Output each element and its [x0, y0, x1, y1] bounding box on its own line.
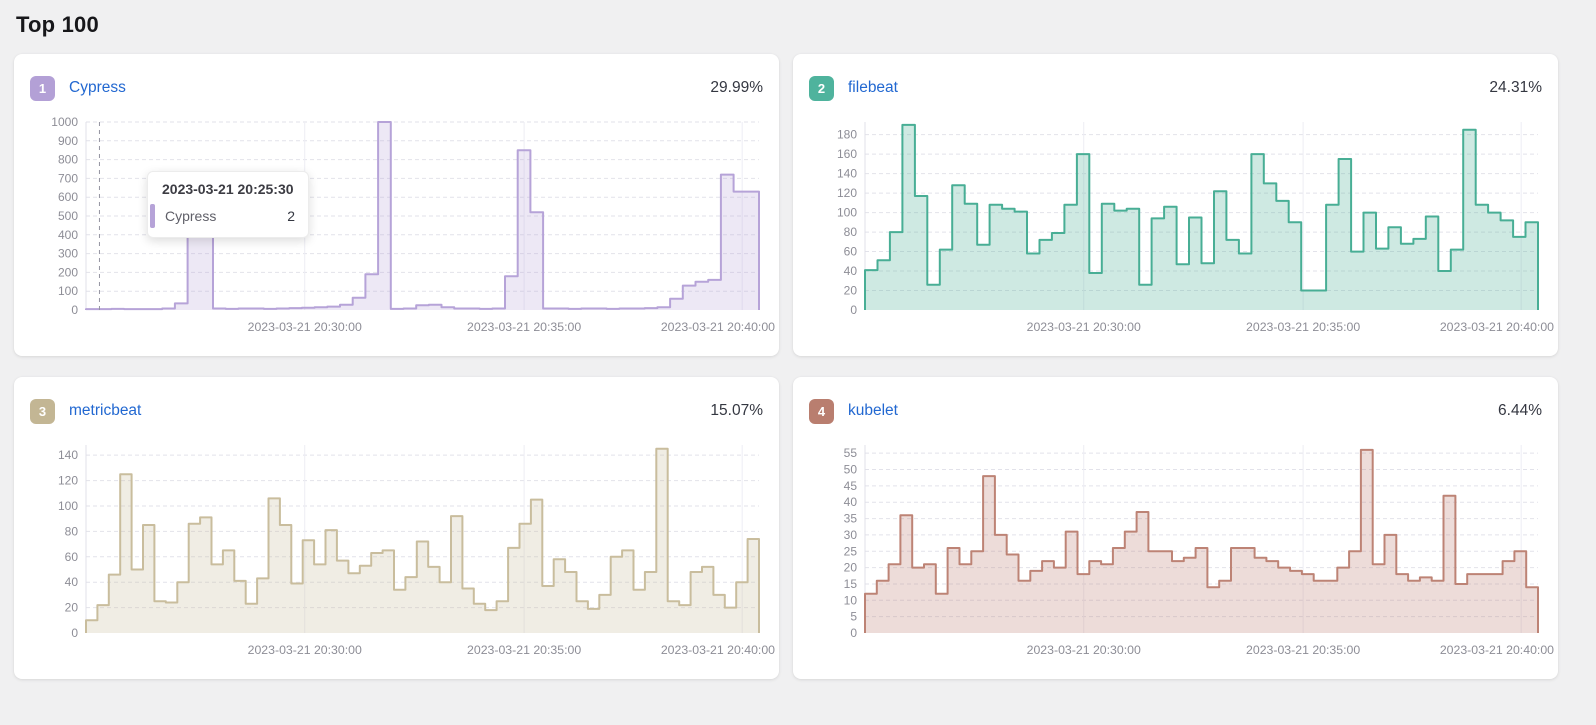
chart-area: 0 20 40 60 80 100 120 140 2023-03-21 20:30:00 202… [30, 443, 775, 657]
svg-text:2023-03-21 20:40:00: 2023-03-21 20:40:00 [661, 320, 775, 334]
svg-text:25: 25 [844, 544, 858, 558]
svg-text:500: 500 [58, 209, 78, 223]
svg-text:0: 0 [850, 626, 857, 640]
series-link-cypress[interactable]: Cypress [69, 79, 126, 96]
svg-text:800: 800 [58, 153, 78, 167]
svg-text:60: 60 [65, 550, 79, 564]
svg-text:2023-03-21 20:30:00: 2023-03-21 20:30:00 [1027, 643, 1141, 657]
svg-text:180: 180 [837, 128, 857, 142]
panel-header: 3 metricbeat 15.07% [30, 397, 763, 425]
svg-text:40: 40 [844, 495, 858, 509]
svg-text:30: 30 [844, 528, 858, 542]
svg-text:50: 50 [844, 463, 858, 477]
svg-text:55: 55 [844, 446, 858, 460]
svg-text:80: 80 [844, 225, 858, 239]
svg-text:20: 20 [65, 601, 79, 615]
svg-text:2023-03-21 20:35:00: 2023-03-21 20:35:00 [467, 643, 581, 657]
panel-cypress: 1 Cypress 29.99% 0 100 200 300 400 500 600 700 8… [14, 54, 779, 356]
svg-text:300: 300 [58, 247, 78, 261]
svg-text:0: 0 [71, 303, 78, 317]
tooltip-series-marker [150, 204, 155, 228]
svg-text:2023-03-21 20:40:00: 2023-03-21 20:40:00 [1440, 320, 1554, 334]
svg-text:20: 20 [844, 561, 858, 575]
percent-value: 24.31% [1489, 79, 1542, 96]
svg-text:2023-03-21 20:40:00: 2023-03-21 20:40:00 [1440, 643, 1554, 657]
chart-tooltip: 2023-03-21 20:25:30 Cypress 2 [147, 171, 309, 238]
tooltip-row: Cypress 2 [148, 200, 308, 237]
svg-text:400: 400 [58, 228, 78, 242]
svg-text:2023-03-21 20:30:00: 2023-03-21 20:30:00 [248, 643, 362, 657]
series-link-metricbeat[interactable]: metricbeat [69, 402, 142, 419]
svg-text:100: 100 [58, 284, 78, 298]
svg-text:15: 15 [844, 577, 858, 591]
svg-text:0: 0 [71, 626, 78, 640]
chart-area: 0 20 40 60 80 100 120 140 160 180 2023-03-21 20:30… [809, 120, 1554, 334]
svg-text:2023-03-21 20:35:00: 2023-03-21 20:35:00 [467, 320, 581, 334]
rank-badge: 1 [30, 75, 55, 101]
svg-text:600: 600 [58, 190, 78, 204]
svg-text:60: 60 [844, 245, 858, 259]
svg-text:140: 140 [58, 448, 78, 462]
svg-text:40: 40 [65, 575, 79, 589]
chart-area: 0 100 200 300 400 500 600 700 800 900 1000 2023-03-… [30, 115, 775, 334]
svg-text:900: 900 [58, 134, 78, 148]
tooltip-timestamp: 2023-03-21 20:25:30 [162, 181, 294, 197]
panel-kubelet: 4 kubelet 6.44% 0 5 10 15 20 25 30 35 40 45 50 55 20… [793, 377, 1558, 679]
percent-value: 6.44% [1498, 402, 1542, 419]
svg-text:40: 40 [844, 264, 858, 278]
svg-text:700: 700 [58, 171, 78, 185]
svg-text:5: 5 [850, 610, 857, 624]
svg-text:20: 20 [844, 284, 858, 298]
svg-text:45: 45 [844, 479, 858, 493]
series-link-kubelet[interactable]: kubelet [848, 402, 898, 419]
svg-text:2023-03-21 20:35:00: 2023-03-21 20:35:00 [1246, 320, 1360, 334]
svg-text:140: 140 [837, 167, 857, 181]
svg-text:35: 35 [844, 512, 858, 526]
svg-text:80: 80 [65, 524, 79, 538]
panel-header: 2 filebeat 24.31% [809, 74, 1542, 102]
tooltip-series-name: Cypress [165, 208, 217, 224]
svg-text:2023-03-21 20:35:00: 2023-03-21 20:35:00 [1246, 643, 1360, 657]
svg-text:2023-03-21 20:30:00: 2023-03-21 20:30:00 [248, 320, 362, 334]
svg-text:200: 200 [58, 265, 78, 279]
panel-metricbeat: 3 metricbeat 15.07% 0 20 40 60 80 100 120 140 20… [14, 377, 779, 679]
svg-text:100: 100 [837, 206, 857, 220]
svg-text:1000: 1000 [51, 115, 78, 129]
rank-badge: 3 [30, 398, 55, 424]
svg-text:2023-03-21 20:30:00: 2023-03-21 20:30:00 [1027, 320, 1141, 334]
panel-header: 4 kubelet 6.44% [809, 397, 1542, 425]
step-area-chart-cypress[interactable]: 0 100 200 300 400 500 600 700 800 900 1000 2023-03-… [30, 115, 775, 334]
svg-text:160: 160 [837, 147, 857, 161]
step-area-chart-metricbeat[interactable]: 0 20 40 60 80 100 120 140 2023-03-21 20:30:00 202… [30, 443, 775, 657]
step-area-chart-kubelet[interactable]: 0 5 10 15 20 25 30 35 40 45 50 55 2023-03-21 20:30:0… [809, 443, 1554, 657]
panel-header: 1 Cypress 29.99% [30, 74, 763, 102]
step-area-chart-filebeat[interactable]: 0 20 40 60 80 100 120 140 160 180 2023-03-21 20:30… [809, 120, 1554, 334]
svg-text:100: 100 [58, 499, 78, 513]
rank-badge: 2 [809, 75, 834, 101]
svg-text:120: 120 [837, 186, 857, 200]
svg-text:120: 120 [58, 474, 78, 488]
percent-value: 15.07% [710, 402, 763, 419]
svg-text:0: 0 [850, 303, 857, 317]
svg-text:10: 10 [844, 593, 858, 607]
chart-area: 0 5 10 15 20 25 30 35 40 45 50 55 2023-03-21 20:30:0… [809, 443, 1554, 657]
rank-badge: 4 [809, 398, 834, 424]
svg-text:2023-03-21 20:40:00: 2023-03-21 20:40:00 [661, 643, 775, 657]
panels-grid: 1 Cypress 29.99% 0 100 200 300 400 500 600 700 8… [14, 54, 1596, 679]
page-title: Top 100 [16, 12, 99, 37]
tooltip-series-value: 2 [287, 208, 295, 224]
panel-filebeat: 2 filebeat 24.31% 0 20 40 60 80 100 120 140 160 1… [793, 54, 1558, 356]
percent-value: 29.99% [710, 79, 763, 96]
series-link-filebeat[interactable]: filebeat [848, 79, 898, 96]
